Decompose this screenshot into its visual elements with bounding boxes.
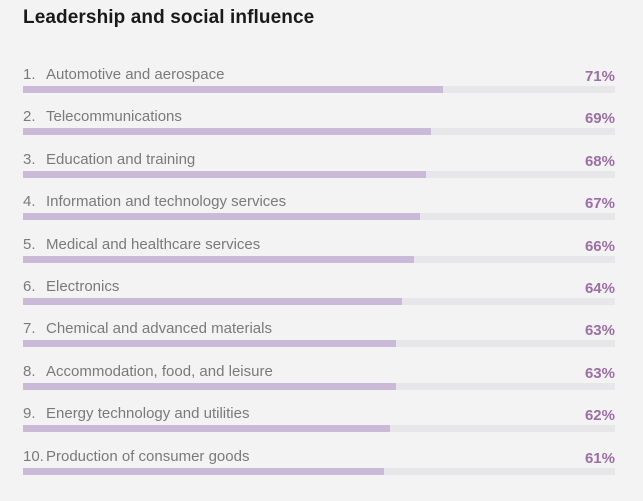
category-label: 7. Chemical and advanced materials — [23, 320, 272, 337]
category-label: 2. Telecommunications — [23, 108, 182, 125]
category-name: Electronics — [46, 278, 120, 295]
bar — [23, 170, 426, 178]
category-label: 9. Energy technology and utilities — [23, 405, 249, 422]
category-name: Education and training — [46, 150, 196, 168]
rank-number: 10. — [23, 447, 44, 465]
category-label: 8. Accommodation, food, and leisure — [23, 363, 273, 380]
bar-row: 8. Accommodation, food, and leisure 63% — [0, 363, 643, 403]
bar — [23, 255, 414, 263]
rank-number: 8. — [23, 362, 36, 380]
category-name: Chemical and advanced materials — [46, 320, 272, 338]
category-label: 6. Electronics — [23, 278, 119, 295]
category-name: Automotive and aerospace — [46, 66, 225, 83]
value-label: 61% — [584, 449, 615, 467]
bar-track — [23, 170, 615, 178]
bar-track — [23, 128, 615, 136]
bar-track — [23, 298, 615, 305]
bar-track — [23, 340, 615, 348]
bar-row: 10. Production of consumer goods 61% — [0, 448, 643, 488]
bar — [23, 298, 402, 305]
rank-number: 7. — [23, 320, 36, 338]
category-label: 3. Education and training — [23, 151, 195, 168]
category-label: 5. Medical and healthcare services — [23, 236, 260, 253]
category-name: Medical and healthcare services — [46, 235, 261, 253]
category-label: 1. Automotive and aerospace — [23, 66, 224, 83]
category-name: Accommodation, food, and leisure — [46, 362, 273, 380]
bar-row: 5. Medical and healthcare services 66% — [0, 236, 643, 276]
bar-track — [23, 86, 615, 93]
category-name: Energy technology and utilities — [46, 405, 250, 423]
category-name: Telecommunications — [46, 108, 182, 126]
value-label: 71% — [584, 68, 615, 85]
rank-number: 1. — [23, 66, 36, 83]
rank-number: 6. — [23, 278, 36, 295]
bar — [23, 128, 432, 136]
value-label: 62% — [584, 407, 615, 425]
chart-title: Leadership and social influence — [23, 7, 315, 28]
value-label: 64% — [584, 280, 615, 297]
bar — [23, 382, 396, 390]
bar — [23, 467, 385, 475]
rank-number: 3. — [23, 150, 36, 168]
value-label: 69% — [584, 110, 615, 128]
value-label: 63% — [584, 322, 615, 340]
bar-track — [23, 213, 615, 221]
bar-track — [23, 382, 615, 390]
bar-track — [23, 255, 615, 263]
rank-number: 9. — [23, 405, 36, 423]
bar — [23, 425, 391, 433]
bar-row: 6. Electronics 64% — [0, 278, 643, 318]
bar-row: 3. Education and training 68% — [0, 151, 643, 191]
bar-track — [23, 467, 615, 475]
rank-number: 4. — [23, 193, 36, 211]
rank-number: 2. — [23, 108, 36, 126]
category-label: 10. Production of consumer goods — [23, 448, 249, 465]
category-label: 4. Information and technology services — [23, 193, 286, 210]
bar-row: 9. Energy technology and utilities 62% — [0, 405, 643, 445]
value-label: 66% — [584, 237, 615, 255]
bar — [23, 340, 396, 348]
bar-row: 2. Telecommunications 69% — [0, 108, 643, 148]
bar — [23, 86, 444, 93]
category-name: Information and technology services — [46, 193, 287, 211]
bar-track — [23, 425, 615, 433]
value-label: 68% — [584, 152, 615, 170]
value-label: 63% — [584, 364, 615, 382]
bar-row: 7. Chemical and advanced materials 63% — [0, 320, 643, 360]
value-label: 67% — [584, 195, 615, 213]
category-name: Production of consumer goods — [46, 447, 250, 465]
bar-row: 1. Automotive and aerospace 71% — [0, 66, 643, 106]
bar-row: 4. Information and technology services 67% — [0, 193, 643, 233]
rank-number: 5. — [23, 235, 36, 253]
bar — [23, 213, 420, 221]
